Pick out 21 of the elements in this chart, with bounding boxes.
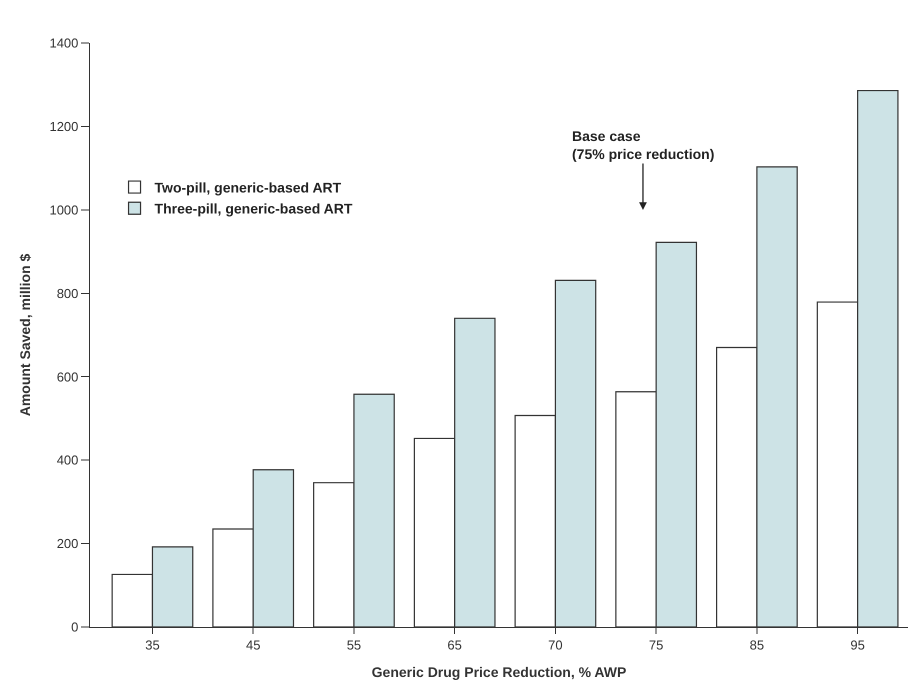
y-tick-label: 1400 xyxy=(49,36,78,51)
x-tick-label: 95 xyxy=(850,638,865,653)
x-tick-label: 85 xyxy=(750,638,764,653)
x-tick-label: 65 xyxy=(447,638,462,653)
x-tick-label: 75 xyxy=(648,638,664,653)
x-tick-label: 35 xyxy=(145,638,160,653)
x-tick-label: 45 xyxy=(246,638,260,653)
x-tick-label: 70 xyxy=(548,638,563,653)
x-axis-title: Generic Drug Price Reduction, % AWP xyxy=(372,664,626,680)
legend-label: Two-pill, generic-based ART xyxy=(154,180,342,196)
y-tick-label: 0 xyxy=(71,620,78,635)
x-tick-label: 55 xyxy=(346,638,362,653)
y-tick-label: 400 xyxy=(56,452,78,468)
y-tick-label: 1000 xyxy=(49,202,78,218)
y-axis-title: Amount Saved, million $ xyxy=(17,254,34,416)
y-tick-label: 600 xyxy=(56,369,78,384)
annotation: Base case (75% price reduction) xyxy=(572,128,714,162)
y-tick-label: 1200 xyxy=(49,118,78,134)
y-tick-label: 200 xyxy=(56,536,78,552)
legend-label: Three-pill, generic-based ART xyxy=(154,200,353,217)
y-tick-label: 800 xyxy=(56,286,78,301)
